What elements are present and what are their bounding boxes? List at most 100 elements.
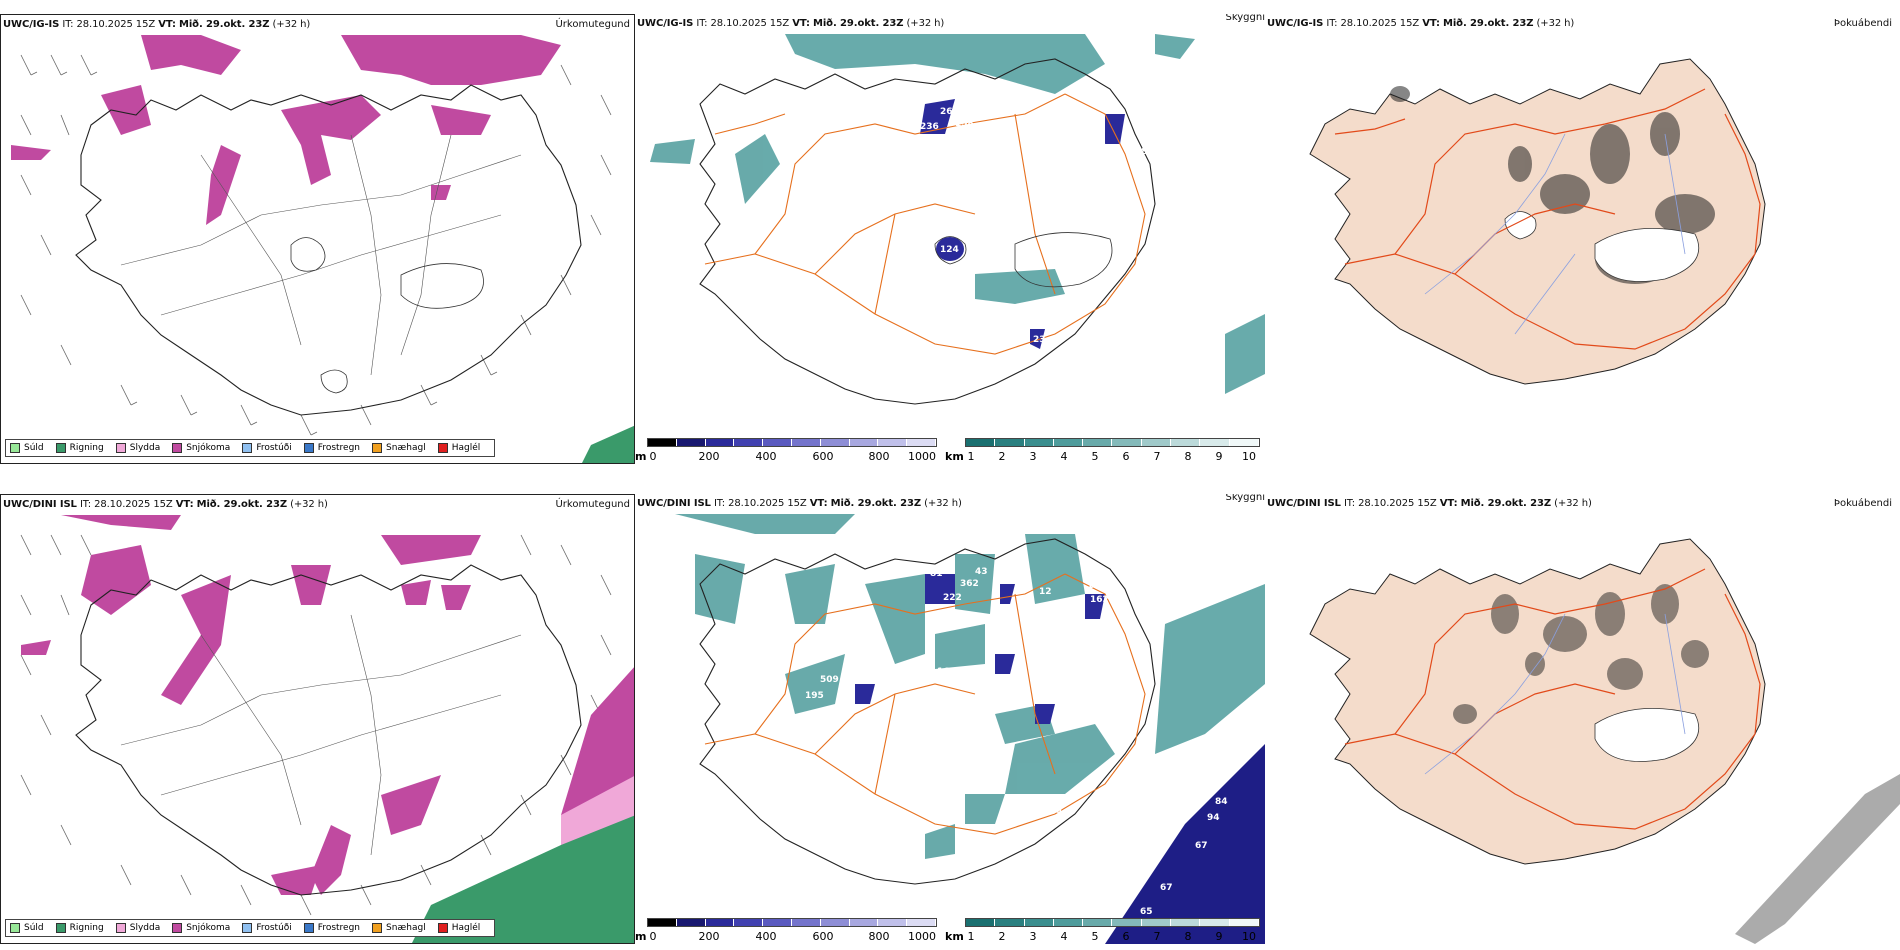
- rain-area: [582, 425, 634, 463]
- legend-item: Frostúði: [242, 923, 292, 933]
- it-label: IT:: [696, 18, 708, 29]
- legend-label: Snæhagl: [386, 923, 426, 933]
- rivers: [1424, 613, 1686, 775]
- ceiling-value: 260: [940, 107, 959, 117]
- it-value: 28.10.2025 15Z: [94, 499, 173, 510]
- ceiling-value: 97: [1045, 217, 1058, 227]
- tick-label: 9: [1215, 930, 1223, 943]
- tick-label: 4: [1060, 930, 1068, 943]
- ceiling-value: 162: [1090, 595, 1109, 605]
- legend-label: Rigning: [69, 923, 104, 933]
- ceiling-value: 51: [1090, 282, 1103, 292]
- ceiling-value: 22: [934, 621, 947, 631]
- tick-label: 8: [1184, 930, 1192, 943]
- legend-item: Haglél: [437, 923, 480, 933]
- vt-label: VT:: [792, 18, 810, 29]
- model-name: UWC/DINI ISL: [637, 498, 711, 509]
- ceiling-value: 16: [937, 667, 950, 677]
- tick-label: 3: [1029, 930, 1037, 943]
- low-visibility-areas: [675, 514, 1265, 859]
- tick-label: 0: [649, 930, 657, 943]
- lead-time: (+32 h): [924, 498, 962, 509]
- vt-value: Mið. 29.okt. 23Z: [179, 19, 270, 30]
- low-ceiling-areas: [920, 99, 1125, 349]
- snow-areas: [11, 35, 561, 225]
- tick-label: 10: [1242, 930, 1256, 943]
- vt-value: Mið. 29.okt. 23Z: [196, 499, 288, 510]
- ceiling-value: 195: [805, 691, 824, 701]
- iceland-precip-map: [11, 35, 634, 463]
- ceiling-colorbar: m 0 200 400 600 800 1000: [635, 438, 940, 464]
- ceiling-colorbar: m 0 200 400 600 800 1000: [635, 918, 940, 944]
- low-visibility-areas: [650, 34, 1265, 394]
- glacier-outlines: [934, 232, 1113, 288]
- ceiling-value: 579: [945, 711, 964, 721]
- ceiling-colorbar-bar: [647, 918, 937, 927]
- ceiling-value: 509: [820, 675, 839, 685]
- iceland-outline: [699, 58, 1156, 405]
- panel-title: UWC/DINI ISL IT: 28.10.2025 15Z VT: Mið.…: [3, 499, 328, 510]
- ceiling-value: 848: [930, 193, 949, 203]
- tick-label: 800: [868, 930, 890, 943]
- ceiling-value: 222: [943, 593, 962, 603]
- it-value: 28.10.2025 15Z: [76, 19, 156, 30]
- legend-item: Snjókoma: [172, 923, 230, 933]
- legend-label: Súld: [24, 443, 44, 453]
- tick-label: 800: [868, 450, 890, 463]
- ceiling-value: 51: [910, 869, 923, 879]
- legend-swatch: [10, 443, 20, 453]
- low-ceiling-areas: [1105, 744, 1265, 944]
- legend-item: Frostúði: [242, 443, 292, 453]
- ceiling-value: 629: [843, 615, 862, 625]
- tick-label: 1: [967, 450, 975, 463]
- panel-title: UWC/IG-IS IT: 28.10.2025 15Z VT: Mið. 29…: [3, 19, 310, 30]
- legend-swatch: [10, 923, 20, 933]
- legend-swatch: [115, 443, 126, 453]
- snow-areas: [21, 515, 634, 895]
- legend-label: Snjókoma: [186, 443, 231, 453]
- ceiling-value: 67: [1195, 841, 1208, 851]
- visibility-colorbar-bar: [965, 918, 1260, 927]
- precip-type-panel-row1: UWC/IG-IS IT: 28.10.2025 15Z VT: Mið. 29…: [0, 14, 635, 464]
- glacier-white: [1504, 211, 1537, 240]
- iceland-outline: [75, 84, 582, 416]
- visibility-colorbar: km 1 2 3 4 5 6 7 8 9 10: [945, 918, 1265, 944]
- tick-label: 1: [967, 930, 975, 943]
- glacier-outlines: [290, 237, 484, 394]
- tick-label: 400: [755, 930, 777, 943]
- legend-swatch: [303, 443, 314, 453]
- legend-swatch: [55, 923, 66, 933]
- panel-title: UWC/IG-IS IT: 28.10.2025 15Z VT: Mið. 29…: [637, 18, 944, 29]
- iceland-outline: [75, 564, 582, 896]
- ceiling-value: 363: [932, 869, 951, 879]
- it-value: 28.10.2025 15Z: [1358, 498, 1437, 509]
- ceiling-value: 31: [1055, 262, 1068, 272]
- visibility-unit: km: [945, 450, 964, 463]
- wind-barbs: [20, 534, 612, 916]
- legend-label: Súld: [24, 923, 44, 933]
- ceiling-value: 43: [975, 567, 988, 577]
- tick-label: 200: [698, 930, 720, 943]
- fog-index-dark-areas: [1453, 584, 1709, 724]
- lead-time: (+32 h): [272, 19, 311, 30]
- iceland-cloud-map: 81 362 43 10 12 172 162 222 22 629 16 15…: [675, 514, 1265, 944]
- glacier-white: [1594, 707, 1700, 762]
- legend-swatch: [303, 923, 314, 933]
- iceland-precip-map: [20, 515, 634, 943]
- legend-label: Haglél: [451, 443, 481, 453]
- tick-label: 1000: [908, 450, 936, 463]
- road-network: [704, 93, 1146, 355]
- legend-swatch: [55, 443, 66, 453]
- model-name: UWC/IG-IS: [3, 19, 60, 30]
- vt-value: Mið. 29.okt. 23Z: [830, 498, 922, 509]
- legend-swatch: [372, 923, 383, 933]
- cloud-visibility-panel-row1: 260 780 236 158 49 350 848 14 68 97 124 …: [635, 14, 1265, 464]
- legend-label: Slydda: [129, 443, 161, 453]
- panel-type-label: Úrkomutegund: [555, 499, 630, 510]
- it-label: IT:: [79, 499, 91, 510]
- legend-item: Slydda: [115, 443, 161, 453]
- legend-label: Rigning: [69, 443, 104, 453]
- it-value: 28.10.2025 15Z: [710, 18, 790, 29]
- legend-swatch: [437, 923, 448, 933]
- lead-time: (+32 h): [1554, 498, 1592, 509]
